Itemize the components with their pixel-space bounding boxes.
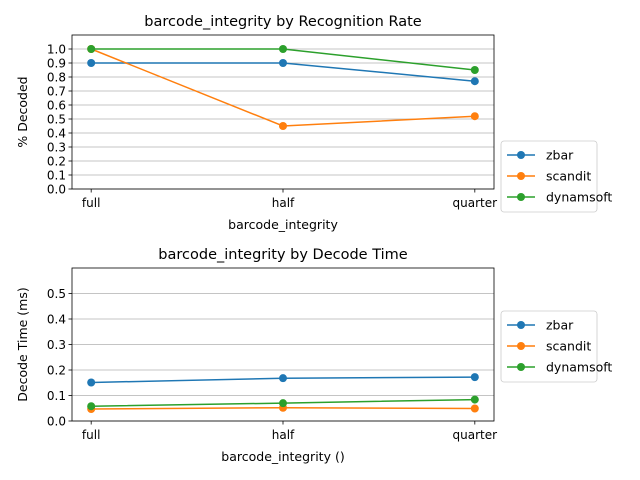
y-tick-label: 0.3 — [47, 140, 66, 154]
legend-box — [500, 140, 598, 213]
legend-label: dynamsoft — [546, 360, 612, 375]
y-tick-label: 0.0 — [47, 414, 66, 428]
data-point-zbar — [470, 77, 479, 86]
legend-label: zbar — [546, 318, 574, 333]
y-axis-label: % Decoded — [15, 76, 30, 147]
legend-label: dynamsoft — [546, 190, 612, 205]
data-point-zbar — [279, 374, 287, 383]
legend: zbar scandit dynamsoft — [500, 310, 612, 383]
data-point-zbar — [470, 373, 479, 382]
data-point-scandit — [470, 112, 479, 121]
x-tick-label: half — [272, 196, 295, 210]
x-tick-label: half — [272, 428, 295, 442]
legend: zbar scandit dynamsoft — [500, 140, 612, 213]
axes-frame — [71, 34, 495, 190]
legend-label: scandit — [546, 169, 591, 184]
y-tick-label: 0.4 — [47, 126, 66, 140]
x-tick-label: full — [82, 428, 101, 442]
chart-title: barcode_integrity by Recognition Rate — [144, 14, 422, 30]
x-axis-label: barcode_integrity — [228, 217, 338, 232]
x-axis-label: barcode_integrity () — [221, 449, 344, 464]
legend-box — [500, 310, 598, 383]
subplot-2: 0.0 0.1 0.2 0.3 0.4 0.5 full half quarter barcode… — [15, 247, 612, 464]
data-point-scandit — [279, 122, 287, 130]
y-tick-label: 0.8 — [47, 70, 66, 84]
data-point-zbar — [279, 59, 287, 67]
y-tick-label: 0.5 — [47, 287, 66, 301]
data-point-dynamsoft — [279, 45, 287, 53]
y-tick-label: 0.1 — [47, 168, 66, 182]
y-axis-label: Decode Time (ms) — [15, 287, 30, 401]
subplot-1: 0.00.10.20.30.40.50.60.70.80.91.0 full hal… — [15, 14, 612, 232]
data-point-dynamsoft — [87, 45, 96, 53]
legend-label: scandit — [546, 339, 591, 354]
y-tick-label: 0.0 — [47, 182, 66, 196]
x-tick-label: quarter — [453, 196, 498, 210]
legend-marker-scandit — [517, 342, 525, 350]
y-tick-label: 0.3 — [47, 338, 66, 352]
legend-marker-zbar — [517, 321, 525, 329]
y-tick-label: 0.7 — [47, 84, 66, 98]
y-tick-label: 0.6 — [47, 98, 66, 112]
legend-marker-dynamsoft — [517, 193, 525, 201]
data-point-scandit — [470, 404, 479, 413]
data-point-dynamsoft — [87, 402, 96, 411]
data-point-zbar — [87, 378, 96, 387]
legend-label: zbar — [546, 148, 574, 163]
y-tick-label: 0.2 — [47, 363, 66, 377]
chart-title: barcode_integrity by Decode Time — [158, 247, 407, 263]
y-tick-label: 0.4 — [47, 312, 66, 326]
x-tick-label: full — [82, 196, 101, 210]
legend-marker-dynamsoft — [517, 363, 525, 371]
legend-marker-scandit — [517, 172, 525, 180]
legend-marker-zbar — [517, 151, 525, 159]
y-tick-label: 0.9 — [47, 56, 66, 70]
y-tick-label: 0.5 — [47, 112, 66, 126]
y-tick-label: 1.0 — [47, 42, 66, 56]
y-tick-label: 0.1 — [47, 389, 66, 403]
y-tick-label: 0.2 — [47, 154, 66, 168]
data-point-zbar — [87, 59, 96, 67]
data-point-dynamsoft — [470, 66, 479, 74]
data-point-dynamsoft — [279, 399, 287, 408]
data-point-dynamsoft — [470, 395, 479, 404]
x-tick-label: quarter — [453, 428, 498, 442]
